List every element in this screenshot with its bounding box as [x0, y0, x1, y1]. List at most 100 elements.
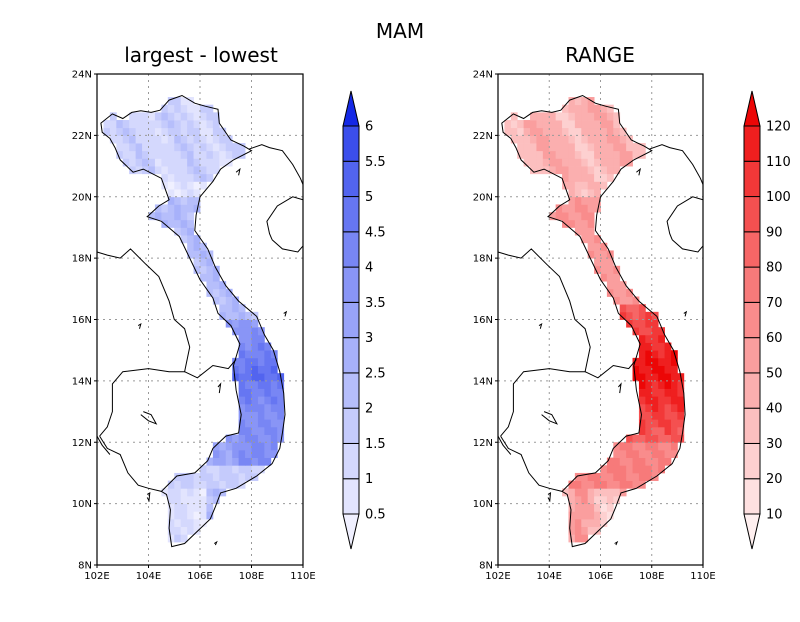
grid-cell [568, 534, 576, 543]
grid-cell [148, 120, 156, 129]
grid-cell [670, 426, 678, 435]
grid-cell [257, 403, 265, 412]
grid-cell [542, 112, 550, 121]
grid-cell [664, 442, 672, 451]
grid-cell [264, 342, 272, 351]
grid-cell [606, 273, 614, 282]
grid-cell [232, 327, 240, 336]
grid-cell [142, 150, 149, 159]
grid-cell [167, 120, 175, 129]
grid-cell [238, 449, 246, 458]
grid-cell [187, 104, 194, 113]
grid-cell [626, 465, 633, 474]
grid-cell [174, 204, 182, 213]
grid-cell [193, 511, 201, 520]
y-tick-label: 20N [473, 192, 493, 203]
grid-cell [549, 135, 557, 144]
grid-cell [142, 112, 149, 121]
grid-cell [206, 150, 214, 159]
grid-cell [264, 449, 272, 458]
grid-cell [238, 426, 246, 435]
colorbar-box [743, 301, 761, 339]
grid-cell [167, 495, 175, 505]
grid-cell [180, 204, 188, 213]
grid-cell [510, 120, 518, 129]
grid-cell [251, 388, 259, 397]
grid-cell [251, 380, 259, 389]
grid-cell [600, 465, 608, 474]
grid-cell [606, 112, 614, 121]
country-border [666, 196, 704, 253]
grid-cell [154, 158, 162, 167]
grid-cell [245, 465, 252, 474]
grid-cell [238, 411, 246, 420]
grid-cell [574, 511, 582, 520]
grid-cell [251, 457, 259, 466]
grid-cell [167, 143, 175, 152]
grid-cell [270, 442, 278, 451]
grid-cell [645, 442, 653, 451]
colorbar-label: 4 [365, 261, 373, 276]
grid-cell [135, 112, 143, 121]
grid-cell [187, 143, 194, 152]
grid-cell [180, 235, 188, 244]
grid-cell [232, 357, 240, 366]
grid-cell [536, 135, 544, 144]
grid-cell [619, 288, 627, 297]
grid-cell [129, 150, 137, 159]
grid-cell [212, 288, 220, 297]
grid-cell [594, 495, 601, 505]
grid-cell [606, 150, 614, 159]
grid-cell [587, 219, 595, 228]
grid-cell [504, 120, 512, 129]
grid-cell [161, 150, 169, 159]
grid-cell [251, 311, 259, 320]
grid-cell [638, 342, 646, 351]
grid-cell [645, 373, 653, 382]
grid-cell [613, 281, 621, 290]
country-border [266, 196, 304, 253]
grid-cell [257, 419, 265, 428]
grid-cell [581, 196, 589, 205]
colorbar-max-arrow [342, 90, 360, 127]
colorbar-box [743, 196, 761, 233]
grid-cell [562, 158, 569, 167]
grid-cell [523, 150, 531, 159]
colorbar-min-arrow [342, 513, 360, 550]
grid-cell [581, 204, 589, 213]
grid-cell [238, 457, 246, 466]
grid-cell [638, 357, 646, 366]
grid-cell [600, 181, 608, 190]
grid-cell [632, 480, 640, 489]
grid-cell [574, 166, 582, 175]
grid-cell [581, 173, 589, 182]
grid-cell [264, 411, 272, 420]
grid-cell [626, 457, 633, 466]
grid-cell [129, 112, 137, 121]
grid-cell [193, 166, 201, 175]
grid-cell [530, 127, 537, 136]
grid-cell [193, 258, 201, 267]
grid-cell [536, 120, 544, 129]
grid-cell [574, 503, 582, 512]
grid-cell [581, 480, 589, 489]
grid-cell [658, 350, 665, 359]
grid-cell [232, 449, 240, 458]
grid-cell [594, 143, 601, 152]
grid-cell [225, 311, 233, 320]
grid-cell [645, 419, 653, 428]
y-tick-label: 8N [479, 561, 493, 572]
panel-title-largest-lowest: largest - lowest [124, 43, 278, 67]
grid-cell [219, 288, 227, 297]
grid-cell [193, 112, 201, 121]
grid-cell [651, 457, 659, 466]
grid-cell [200, 495, 207, 505]
colorbar-label: 90 [766, 225, 783, 240]
grid-cell [613, 112, 621, 121]
colorbar-box [342, 266, 360, 303]
grid-cell [600, 258, 608, 267]
grid-cell [517, 143, 525, 152]
grid-cell [600, 511, 608, 520]
grid-cell [206, 503, 214, 512]
